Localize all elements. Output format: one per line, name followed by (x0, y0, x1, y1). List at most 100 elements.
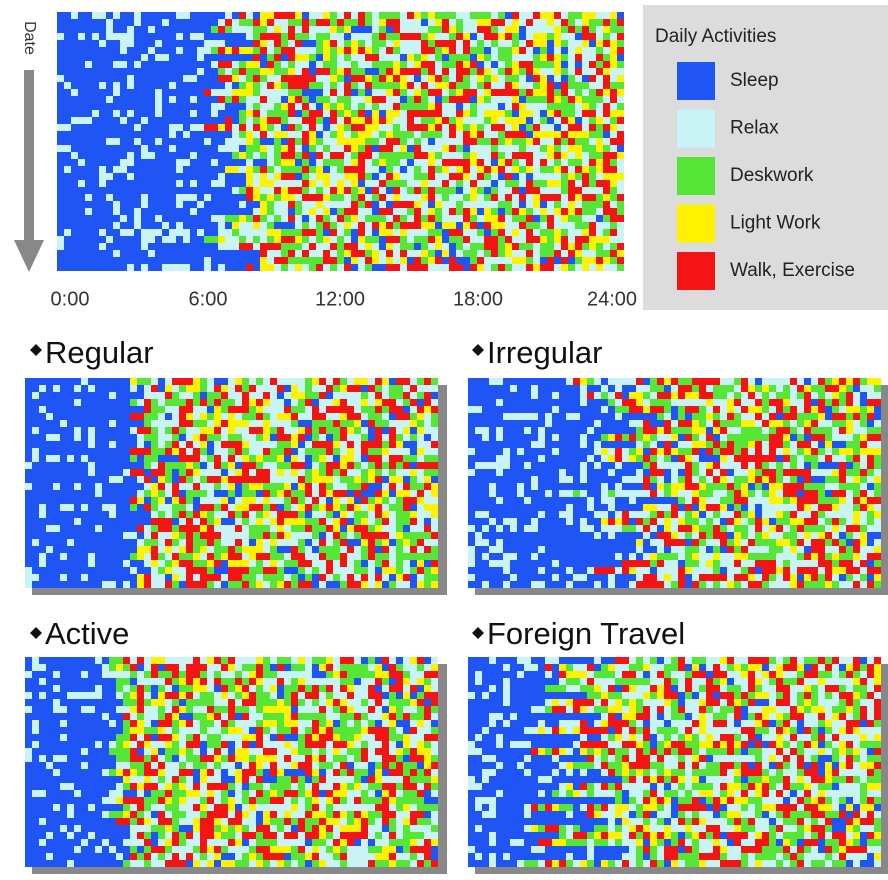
heat-cell (375, 406, 382, 413)
heat-cell (309, 145, 316, 152)
heat-cell (554, 75, 561, 82)
heat-cell (582, 19, 589, 26)
heat-cell (463, 180, 470, 187)
heat-cell (78, 145, 85, 152)
heat-cell (106, 33, 113, 40)
heat-cell (351, 12, 358, 19)
heat-cell (643, 392, 650, 399)
heat-cell (403, 560, 410, 567)
heat-cell (344, 75, 351, 82)
heat-cell (127, 152, 134, 159)
heat-cell (141, 152, 148, 159)
heat-cell (78, 152, 85, 159)
heat-cell (298, 574, 305, 581)
heat-cell (281, 257, 288, 264)
heat-cell (470, 187, 477, 194)
heat-cell (99, 201, 106, 208)
heat-cell (393, 250, 400, 257)
heat-cell (316, 40, 323, 47)
heat-cell (204, 68, 211, 75)
heat-cell (414, 250, 421, 257)
heat-cell (379, 194, 386, 201)
heat-cell (309, 40, 316, 47)
heat-cell (155, 33, 162, 40)
heat-cell (242, 504, 249, 511)
heat-cell (155, 264, 162, 271)
heat-cell (221, 497, 228, 504)
heat-cell (169, 208, 176, 215)
heat-cell (340, 420, 347, 427)
heat-cell (382, 490, 389, 497)
heat-cell (298, 378, 305, 385)
heat-cell (491, 40, 498, 47)
heat-cell (554, 82, 561, 89)
heat-cell (326, 455, 333, 462)
heat-cell (57, 54, 64, 61)
heat-cell (475, 385, 482, 392)
heat-cell (396, 455, 403, 462)
heat-cell (403, 385, 410, 392)
heat-cell (368, 504, 375, 511)
heat-cell (414, 117, 421, 124)
heat-cell (141, 264, 148, 271)
heat-cell (769, 392, 776, 399)
heat-cell (456, 26, 463, 33)
heat-cell (512, 152, 519, 159)
heat-cell (179, 427, 186, 434)
heat-cell (358, 208, 365, 215)
heat-cell (88, 378, 95, 385)
heat-cell (151, 504, 158, 511)
heat-cell (526, 75, 533, 82)
heat-cell (382, 399, 389, 406)
heat-cell (734, 378, 741, 385)
heat-cell (358, 68, 365, 75)
heat-cell (71, 159, 78, 166)
heat-cell (85, 215, 92, 222)
heat-cell (561, 26, 568, 33)
heat-cell (162, 166, 169, 173)
heat-cell (274, 250, 281, 257)
heat-cell (323, 124, 330, 131)
heat-cell (260, 194, 267, 201)
heat-cell (46, 553, 53, 560)
heat-cell (421, 89, 428, 96)
heat-cell (484, 257, 491, 264)
heat-cell (74, 532, 81, 539)
heat-cell (60, 532, 67, 539)
heat-cell (204, 131, 211, 138)
heat-cell (169, 54, 176, 61)
heat-cell (218, 250, 225, 257)
heat-cell (116, 448, 123, 455)
heat-cell (270, 476, 277, 483)
heat-cell (316, 12, 323, 19)
heat-cell (95, 427, 102, 434)
heat-cell (78, 243, 85, 250)
heat-cell (67, 434, 74, 441)
heat-cell (263, 469, 270, 476)
heat-cell (284, 483, 291, 490)
heat-cell (172, 483, 179, 490)
heat-cell (190, 82, 197, 89)
heat-cell (568, 131, 575, 138)
heat-cell (316, 250, 323, 257)
heat-cell (393, 26, 400, 33)
heat-cell (232, 194, 239, 201)
heat-cell (71, 61, 78, 68)
heat-cell (246, 110, 253, 117)
heat-cell (151, 490, 158, 497)
heat-cell (291, 511, 298, 518)
heat-cell (57, 187, 64, 194)
heat-cell (281, 131, 288, 138)
heat-cell (116, 434, 123, 441)
heat-cell (400, 96, 407, 103)
heat-cell (347, 434, 354, 441)
heat-cell (113, 257, 120, 264)
heat-cell (211, 138, 218, 145)
heat-cell (71, 33, 78, 40)
heat-cell (106, 180, 113, 187)
heat-cell (200, 490, 207, 497)
heat-cell (762, 399, 769, 406)
heat-cell (81, 378, 88, 385)
heat-cell (505, 166, 512, 173)
heat-cell (575, 19, 582, 26)
